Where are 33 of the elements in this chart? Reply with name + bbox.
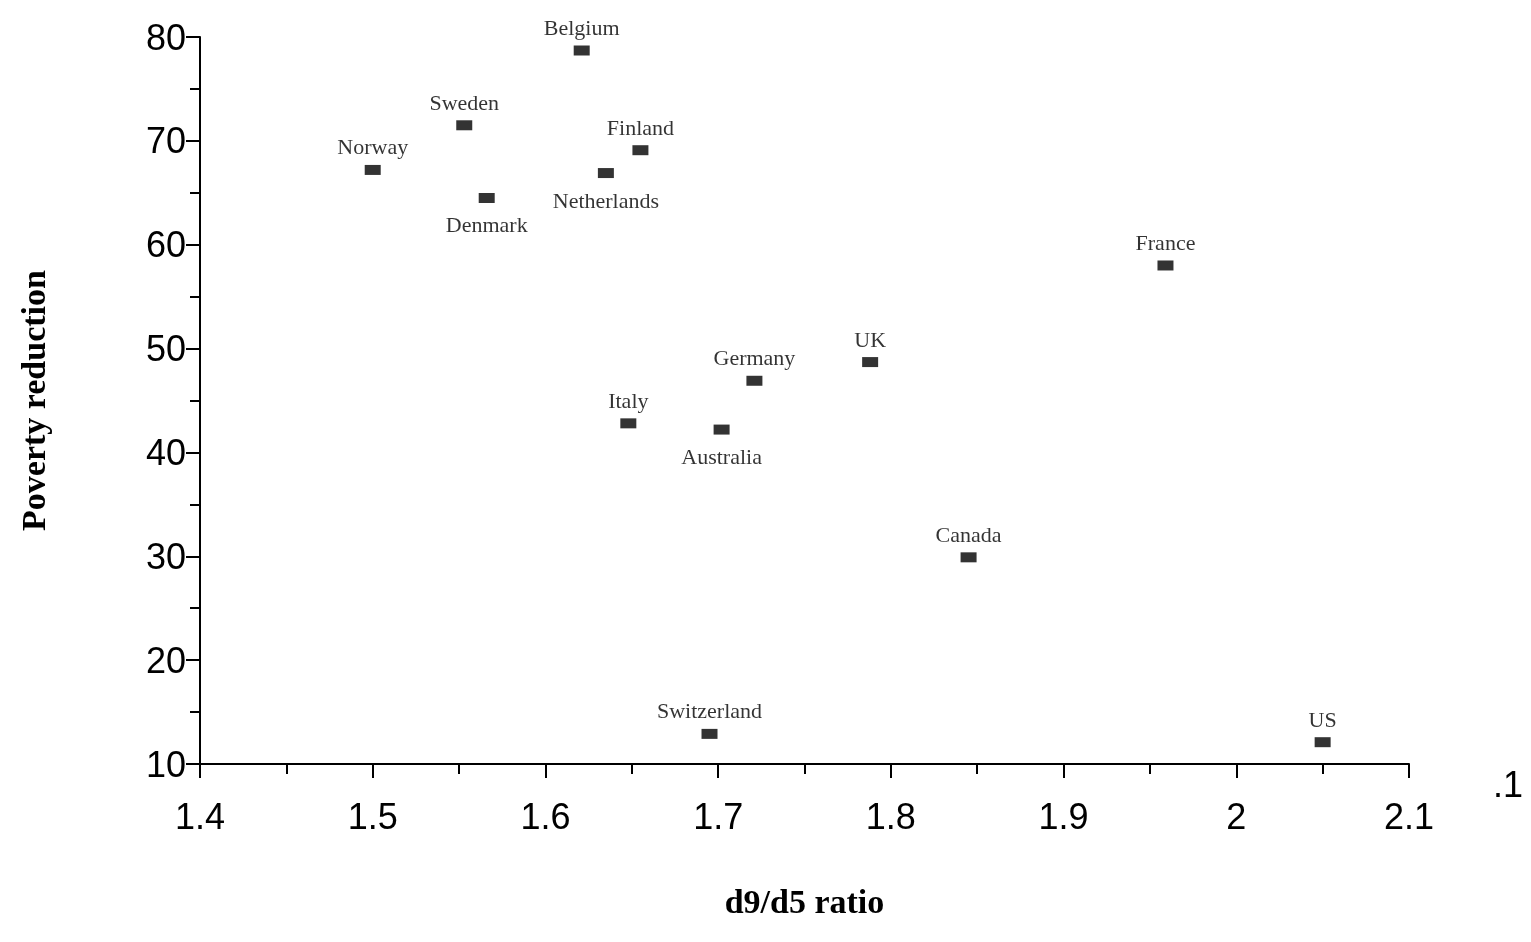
- y-tick-label: 50: [145, 328, 186, 370]
- y-tick-label: 20: [145, 639, 186, 681]
- x-tick-label: 2.1: [1383, 795, 1435, 837]
- annotation: Norway: [337, 134, 409, 160]
- x-tick-label: 1.6: [520, 795, 571, 837]
- text: .1: [1492, 763, 1524, 805]
- annotation: Denmark: [445, 212, 528, 238]
- annotation: Sweden: [429, 89, 500, 115]
- y-tick-label: 30: [145, 535, 186, 577]
- x-tick-label: 1.8: [865, 795, 916, 837]
- x-tick-label: 1.5: [347, 795, 398, 837]
- y-tick-label: 10: [145, 743, 186, 785]
- x-axis-title: d9/d5 ratio: [724, 882, 885, 920]
- x-tick-label: 2: [1226, 795, 1247, 837]
- x-tick-label: 1.4: [174, 795, 226, 837]
- annotation: Canada: [935, 521, 1002, 547]
- annotation: Netherlands: [552, 187, 660, 213]
- x-tick-label: 1.7: [693, 795, 744, 837]
- x-tick-label: 1.9: [1038, 795, 1089, 837]
- y-tick-label: 70: [145, 120, 186, 162]
- annotation: Switzerland: [656, 698, 763, 724]
- annotation: France: [1135, 229, 1196, 255]
- annotation: US: [1308, 706, 1337, 732]
- annotation: Italy: [608, 387, 649, 413]
- annotation: Germany: [713, 345, 796, 371]
- y-tick-label: 40: [145, 431, 186, 473]
- annotation: Finland: [606, 114, 675, 140]
- y-tick-label: 80: [145, 16, 186, 58]
- annotation: UK: [854, 326, 887, 352]
- y-tick-label: 60: [145, 224, 186, 266]
- annotation: Belgium: [543, 15, 620, 40]
- annotation: Australia: [681, 444, 763, 470]
- y-axis-title: Poverty reduction: [14, 269, 52, 531]
